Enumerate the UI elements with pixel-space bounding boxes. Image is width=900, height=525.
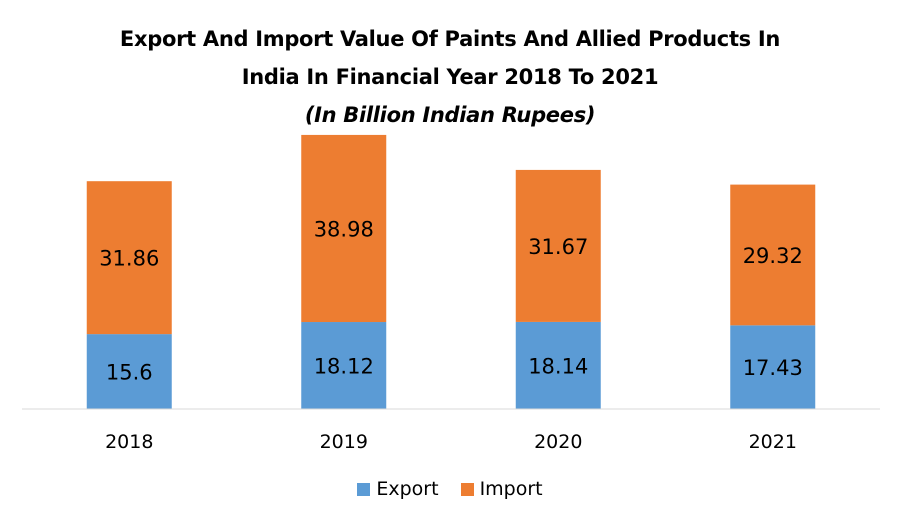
x-tick-label-2020: 2020 <box>534 431 582 453</box>
bar-label-export-2018: 15.6 <box>106 361 153 385</box>
chart-title-block: Export And Import Value Of Paints And Al… <box>0 20 900 134</box>
bar-label-import-2019: 38.98 <box>314 217 374 241</box>
x-tick-label-2018: 2018 <box>105 431 153 453</box>
bar-export-2019 <box>301 322 387 409</box>
bar-import-2021 <box>730 184 816 326</box>
legend-label-export: Export <box>376 478 439 500</box>
chart-legend: Export Import <box>0 478 900 500</box>
x-tick-label-2019: 2019 <box>320 431 368 453</box>
legend-label-import: Import <box>479 478 543 500</box>
bar-label-export-2019: 18.12 <box>314 355 374 379</box>
bar-label-import-2018: 31.86 <box>99 247 159 271</box>
legend-swatch-import <box>460 482 474 496</box>
chart-title-line-1: Export And Import Value Of Paints And Al… <box>119 27 781 51</box>
bar-label-import-2021: 29.32 <box>743 244 803 268</box>
legend-item-export: Export <box>357 478 439 500</box>
bar-label-import-2020: 31.67 <box>528 235 588 259</box>
bar-label-export-2020: 18.14 <box>528 354 588 378</box>
bar-import-2018 <box>86 181 172 335</box>
legend-item-import: Import <box>460 478 543 500</box>
bar-export-2018 <box>86 334 172 409</box>
chart-title-line-2: India In Financial Year 2018 To 2021 <box>241 65 659 89</box>
chart-subtitle: (In Billion Indian Rupees) <box>304 103 596 127</box>
bar-label-export-2021: 17.43 <box>743 356 803 380</box>
bar-import-2019 <box>301 134 387 323</box>
bar-import-2020 <box>515 169 601 322</box>
bar-export-2020 <box>515 321 601 409</box>
legend-swatch-export <box>357 482 371 496</box>
x-tick-label-2021: 2021 <box>749 431 797 453</box>
bar-export-2021 <box>730 325 816 409</box>
